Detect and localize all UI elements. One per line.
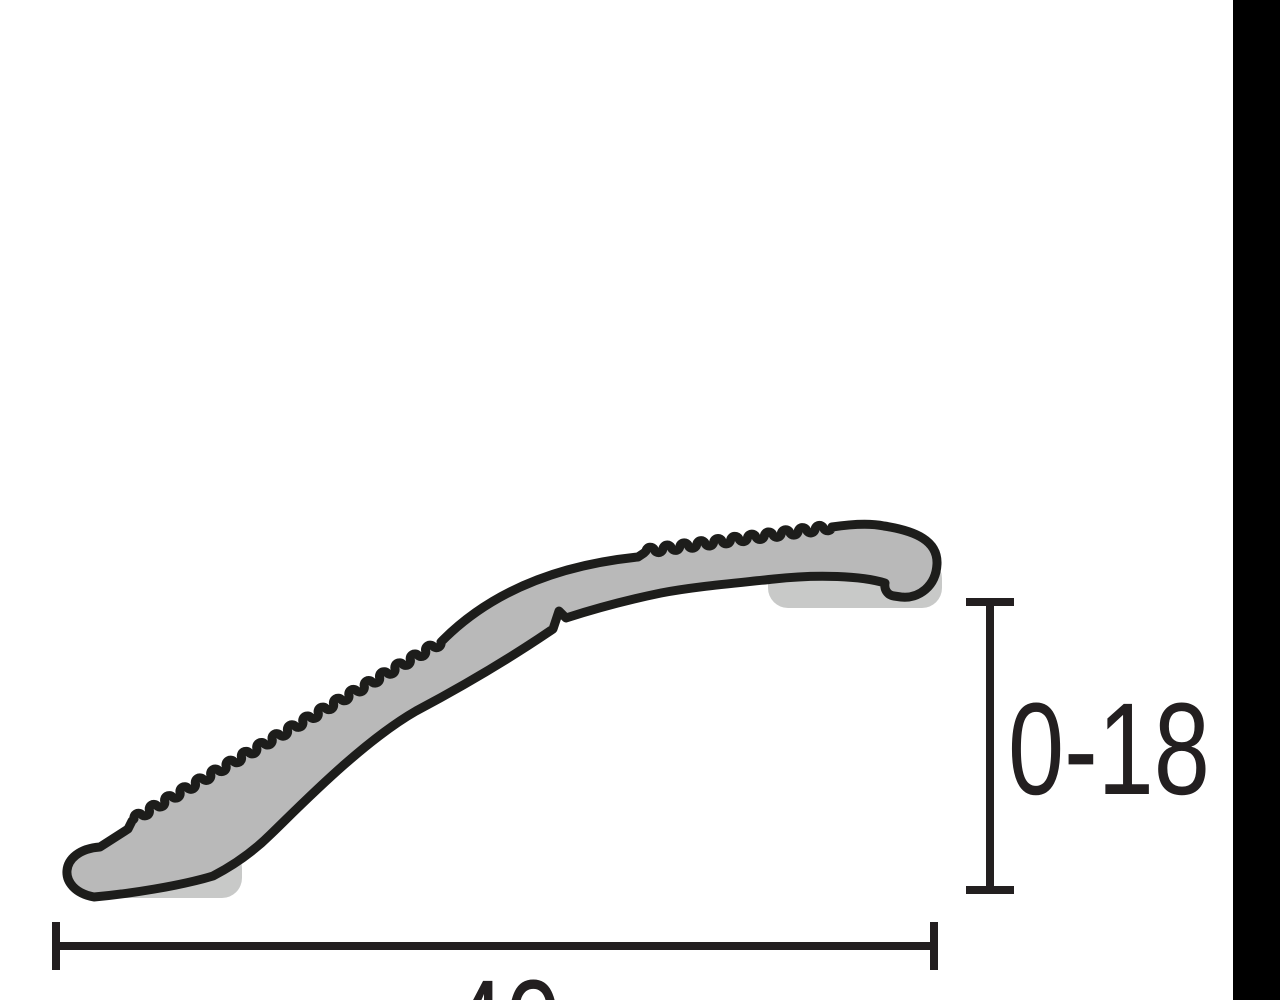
right-edge-black-bar <box>1233 0 1280 1000</box>
width-dimension-line <box>52 922 938 970</box>
width-label: 40 <box>449 960 561 1000</box>
ramp-profile-shape <box>62 519 942 902</box>
height-range-label: 0-18 <box>1008 675 1210 822</box>
height-dimension-line <box>966 598 1014 894</box>
